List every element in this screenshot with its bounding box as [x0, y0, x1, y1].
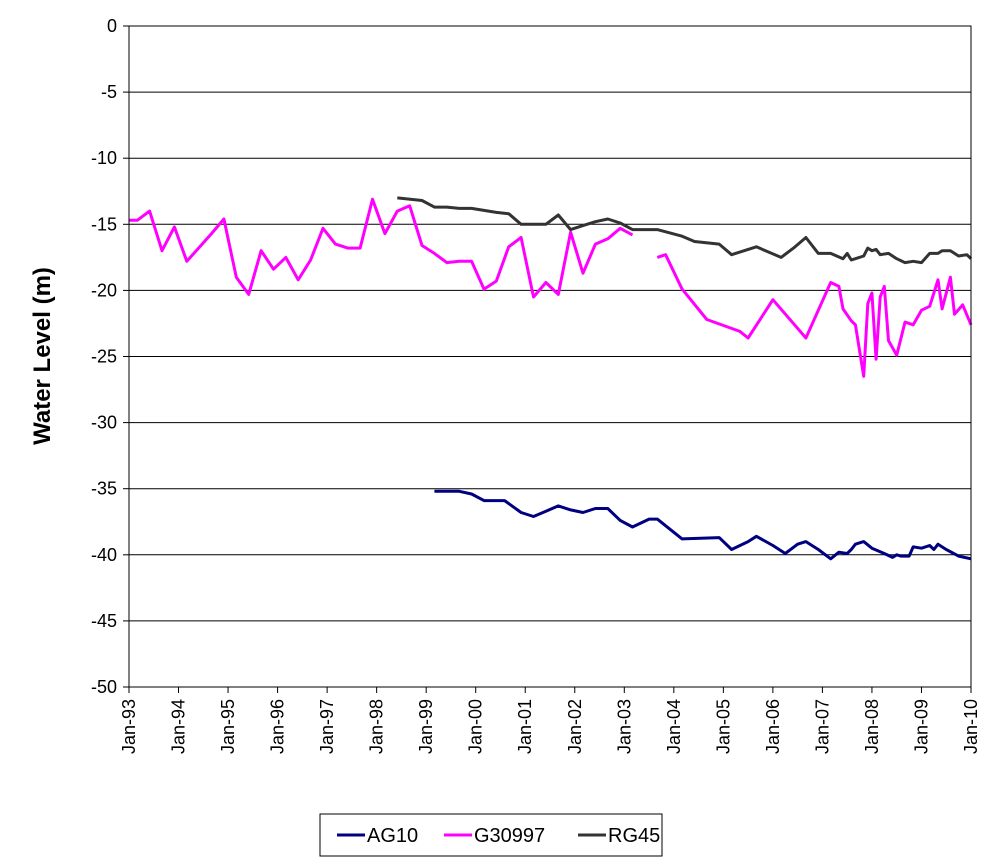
legend-label-rg45: RG45 [608, 825, 660, 847]
x-tick-label: Jan-01 [515, 699, 535, 754]
x-tick-label: Jan-05 [713, 699, 733, 754]
series-line-g30997 [129, 197, 973, 378]
y-tick-label: -45 [91, 611, 117, 631]
series-line-rg45 [397, 196, 973, 265]
y-tick-label: -50 [91, 677, 117, 697]
x-tick-label: Jan-09 [911, 699, 931, 754]
y-gridlines [129, 91, 971, 622]
x-tick-label: Jan-97 [317, 699, 337, 754]
x-tick-label: Jan-00 [466, 699, 486, 754]
x-tick-label: Jan-93 [119, 699, 139, 754]
y-tick-label: -25 [91, 347, 117, 367]
x-tick-label: Jan-06 [763, 699, 783, 754]
legend: AG10 G30997 RG45 [319, 813, 663, 857]
y-tick-label: 0 [107, 16, 117, 36]
y-tick-label: -35 [91, 479, 117, 499]
series-line-ag10 [434, 489, 972, 561]
legend-label-g30997: G30997 [474, 825, 545, 847]
y-tick-label: -20 [91, 280, 117, 300]
x-tick-label: Jan-95 [218, 699, 238, 754]
x-tick-label: Jan-07 [812, 699, 832, 754]
x-tick-label: Jan-96 [268, 699, 288, 754]
y-tick-label: -10 [91, 148, 117, 168]
x-tick-label: Jan-94 [169, 699, 189, 754]
y-tick-label: -5 [101, 82, 117, 102]
x-tick-label: Jan-08 [862, 699, 882, 754]
x-tick-label: Jan-98 [367, 699, 387, 754]
x-tick-label: Jan-03 [614, 699, 634, 754]
series-lines [129, 196, 973, 561]
x-tick-label: Jan-99 [416, 699, 436, 754]
y-tick-label: -40 [91, 545, 117, 565]
y-tick-label: -15 [91, 214, 117, 234]
y-axis: 0 -5 -10 -15 -20 -25 -30 -35 -40 -45 -50 [91, 16, 129, 697]
x-axis: Jan-93 Jan-94 Jan-95 Jan-96 Jan-97 Jan-98 Jan-… [119, 687, 981, 754]
legend-label-ag10: AG10 [367, 825, 418, 847]
x-tick-label: Jan-10 [961, 699, 981, 754]
y-axis-title: Water Level (m) [29, 267, 56, 445]
x-tick-label: Jan-02 [565, 699, 585, 754]
x-tick-label: Jan-04 [664, 699, 684, 754]
y-tick-label: -30 [91, 413, 117, 433]
